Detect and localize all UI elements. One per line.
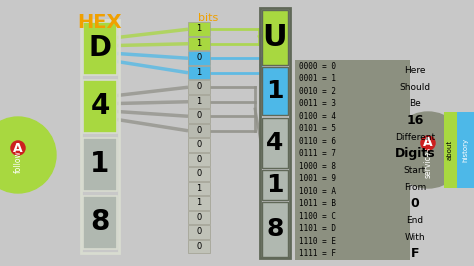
FancyBboxPatch shape: [262, 67, 288, 115]
Text: 8: 8: [266, 218, 283, 242]
Text: 0: 0: [196, 82, 201, 91]
Text: about: about: [447, 140, 453, 160]
Text: 0: 0: [196, 53, 201, 62]
Text: End: End: [406, 216, 424, 225]
Text: 0110 = 6: 0110 = 6: [299, 137, 336, 146]
FancyBboxPatch shape: [295, 60, 410, 260]
FancyBboxPatch shape: [188, 196, 210, 210]
Text: 0: 0: [196, 242, 201, 251]
Text: 1: 1: [266, 173, 284, 197]
FancyBboxPatch shape: [444, 112, 457, 188]
Text: 0: 0: [196, 155, 201, 164]
Text: follow: follow: [13, 151, 22, 173]
FancyBboxPatch shape: [188, 65, 210, 79]
FancyBboxPatch shape: [188, 225, 210, 239]
Text: Different: Different: [395, 132, 435, 142]
Text: A: A: [13, 142, 23, 155]
Text: 1010 = A: 1010 = A: [299, 187, 336, 196]
FancyBboxPatch shape: [457, 112, 474, 188]
FancyBboxPatch shape: [188, 239, 210, 253]
Text: HEX: HEX: [78, 13, 122, 32]
Text: 1101 = D: 1101 = D: [299, 224, 336, 233]
Text: 16: 16: [406, 114, 424, 127]
Text: 1: 1: [196, 198, 201, 207]
Text: 0101 = 5: 0101 = 5: [299, 124, 336, 133]
Text: 4: 4: [91, 93, 109, 120]
Text: 1001 = 9: 1001 = 9: [299, 174, 336, 183]
FancyBboxPatch shape: [262, 10, 288, 65]
FancyBboxPatch shape: [188, 138, 210, 152]
FancyBboxPatch shape: [262, 170, 288, 200]
Text: 0: 0: [196, 227, 201, 236]
FancyBboxPatch shape: [188, 181, 210, 195]
Text: F: F: [411, 247, 419, 260]
Text: With: With: [405, 232, 425, 242]
Text: 1011 = B: 1011 = B: [299, 199, 336, 208]
Text: 0111 = 7: 0111 = 7: [299, 149, 336, 158]
Text: From: From: [404, 182, 426, 192]
FancyBboxPatch shape: [188, 36, 210, 50]
FancyBboxPatch shape: [83, 80, 117, 133]
Text: 1: 1: [91, 151, 109, 178]
Text: 1: 1: [266, 79, 284, 103]
FancyBboxPatch shape: [262, 118, 288, 168]
Circle shape: [390, 112, 466, 188]
FancyBboxPatch shape: [188, 94, 210, 108]
Text: 1110 = E: 1110 = E: [299, 237, 336, 246]
FancyBboxPatch shape: [188, 123, 210, 137]
Circle shape: [0, 117, 56, 193]
Text: 1: 1: [196, 97, 201, 106]
Text: 4: 4: [266, 131, 283, 155]
FancyBboxPatch shape: [83, 196, 117, 249]
Text: history: history: [462, 138, 468, 162]
Text: 8: 8: [91, 209, 109, 236]
FancyBboxPatch shape: [188, 22, 210, 35]
Text: 0001 = 1: 0001 = 1: [299, 74, 336, 83]
Text: 0: 0: [196, 140, 201, 149]
Text: Be: Be: [409, 99, 421, 108]
Text: Should: Should: [400, 82, 430, 92]
FancyBboxPatch shape: [188, 80, 210, 94]
Text: 0: 0: [196, 169, 201, 178]
Text: 0: 0: [196, 126, 201, 135]
Text: Digits: Digits: [395, 147, 435, 160]
Text: 1000 = 8: 1000 = 8: [299, 162, 336, 171]
Text: Here: Here: [404, 66, 426, 75]
Text: 0010 = 2: 0010 = 2: [299, 87, 336, 96]
FancyBboxPatch shape: [188, 152, 210, 166]
Text: 0: 0: [196, 213, 201, 222]
Text: U: U: [263, 23, 287, 52]
FancyBboxPatch shape: [188, 167, 210, 181]
Text: bits: bits: [198, 13, 218, 23]
Text: 1100 = C: 1100 = C: [299, 212, 336, 221]
FancyBboxPatch shape: [188, 109, 210, 123]
Text: 1: 1: [196, 39, 201, 48]
Text: 0011 = 3: 0011 = 3: [299, 99, 336, 108]
FancyBboxPatch shape: [188, 210, 210, 224]
Text: 1111 = F: 1111 = F: [299, 249, 336, 258]
FancyBboxPatch shape: [83, 22, 117, 75]
Text: 1: 1: [196, 184, 201, 193]
Text: services: services: [423, 146, 432, 178]
Text: Start: Start: [404, 166, 426, 175]
Text: 0: 0: [196, 111, 201, 120]
Text: A: A: [423, 136, 433, 149]
FancyBboxPatch shape: [262, 202, 288, 257]
FancyBboxPatch shape: [188, 51, 210, 64]
Text: D: D: [89, 35, 111, 63]
Text: 1: 1: [196, 24, 201, 33]
Text: 0000 = 0: 0000 = 0: [299, 62, 336, 71]
Text: 0: 0: [410, 197, 419, 210]
Text: 1: 1: [196, 68, 201, 77]
Text: 0100 = 4: 0100 = 4: [299, 112, 336, 121]
FancyBboxPatch shape: [83, 138, 117, 191]
